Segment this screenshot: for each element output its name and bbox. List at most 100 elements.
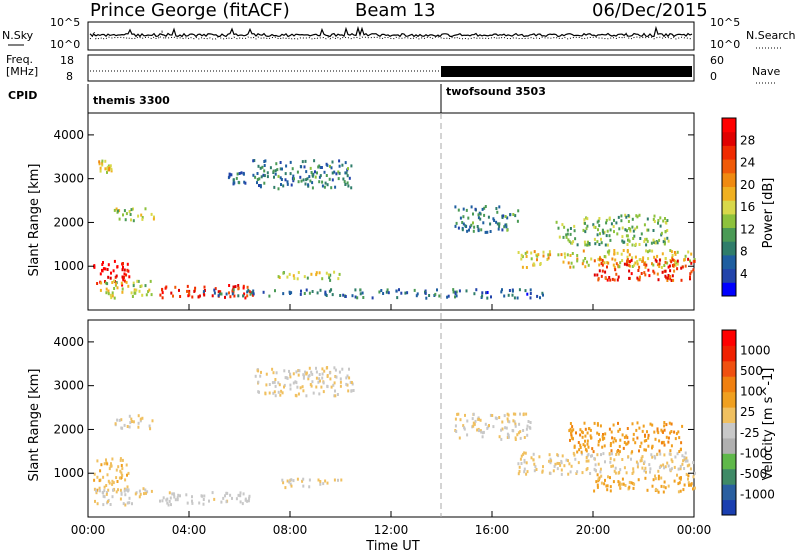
heatmap-cell <box>132 281 135 285</box>
heatmap-cell <box>232 288 235 292</box>
heatmap-cell <box>671 274 674 278</box>
heatmap-cell <box>186 501 189 505</box>
heatmap-cell <box>462 424 465 428</box>
heatmap-cell <box>557 226 560 230</box>
heatmap-cell <box>627 220 630 223</box>
heatmap-cell <box>101 159 104 163</box>
power-region-9 <box>342 288 441 300</box>
heatmap-cell <box>473 225 476 229</box>
heatmap-cell <box>281 167 283 171</box>
heatmap-cell <box>627 214 630 218</box>
heatmap-cell <box>161 291 164 295</box>
heatmap-cell <box>516 433 519 437</box>
heatmap-cell <box>202 498 205 501</box>
heatmap-cell <box>498 416 501 419</box>
heatmap-cell <box>322 482 325 486</box>
heatmap-cell <box>121 283 124 287</box>
heatmap-cell <box>188 289 191 293</box>
heatmap-cell <box>597 278 600 282</box>
heatmap-cell <box>615 272 618 276</box>
heatmap-cell <box>662 440 665 444</box>
heatmap-cell <box>664 260 667 264</box>
heatmap-cell <box>126 262 129 266</box>
heatmap-cell <box>522 429 525 432</box>
heatmap-cell <box>331 178 334 182</box>
heatmap-cell <box>609 228 612 232</box>
heatmap-cell <box>589 434 592 438</box>
heatmap-cell <box>315 376 318 380</box>
heatmap-cell <box>132 420 135 424</box>
heatmap-cell <box>466 433 469 437</box>
heatmap-cell <box>501 228 504 232</box>
heatmap-cell <box>130 417 133 421</box>
heatmap-cell <box>122 265 124 269</box>
heatmap-cell <box>323 369 326 373</box>
heatmap-cell <box>211 294 214 298</box>
heatmap-cell <box>609 444 612 448</box>
heatmap-cell <box>654 474 656 478</box>
heatmap-cell <box>652 269 655 273</box>
heatmap-cell <box>120 476 122 480</box>
heatmap-cell <box>276 168 279 172</box>
heatmap-cell <box>538 455 541 459</box>
heatmap-cell <box>137 414 140 418</box>
heatmap-cell <box>586 217 589 221</box>
heatmap-cell <box>626 250 629 254</box>
heatmap-cell <box>680 476 682 480</box>
heatmap-cell <box>319 166 322 169</box>
heatmap-cell <box>105 287 108 291</box>
heatmap-cell <box>290 291 293 295</box>
velocity-ylabel: Slant Range [km] <box>27 369 42 482</box>
colorbar-tick: -25 <box>740 426 760 440</box>
heatmap-cell <box>292 274 295 278</box>
heatmap-cell <box>330 186 333 190</box>
heatmap-cell <box>651 455 654 459</box>
heatmap-cell <box>549 457 552 461</box>
heatmap-cell <box>101 490 104 494</box>
heatmap-cell <box>669 249 672 252</box>
heatmap-cell <box>335 375 338 379</box>
heatmap-cell <box>534 465 537 469</box>
heatmap-cell <box>571 429 574 433</box>
heatmap-cell <box>683 458 686 461</box>
heatmap-cell <box>105 484 108 487</box>
heatmap-cell <box>311 290 314 293</box>
heatmap-cell <box>626 263 629 267</box>
heatmap-cell <box>617 429 620 433</box>
heatmap-cell <box>581 435 584 439</box>
heatmap-cell <box>584 439 586 443</box>
heatmap-cell <box>597 228 599 232</box>
colorbar-tick: 24 <box>740 156 755 170</box>
heatmap-cell <box>235 497 238 501</box>
heatmap-cell <box>596 423 599 427</box>
heatmap-cell <box>526 470 529 474</box>
heatmap-cell <box>126 268 129 272</box>
heatmap-cell <box>600 453 602 457</box>
heatmap-cell <box>569 427 572 431</box>
heatmap-cell <box>123 279 126 283</box>
heatmap-cell <box>498 205 501 209</box>
heatmap-cell <box>519 430 522 434</box>
heatmap-cell <box>571 241 574 245</box>
heatmap-cell <box>319 288 322 292</box>
heatmap-cell <box>639 275 641 279</box>
heatmap-cell <box>651 484 654 488</box>
heatmap-cell <box>113 279 116 283</box>
heatmap-cell <box>606 265 608 269</box>
heatmap-cell <box>676 452 679 456</box>
power-colorbar-label: Power [dB] <box>761 178 776 249</box>
heatmap-cell <box>533 462 536 466</box>
heatmap-cell <box>572 265 575 269</box>
heatmap-cell <box>636 262 639 266</box>
heatmap-cell <box>380 289 383 292</box>
heatmap-cell <box>109 503 112 506</box>
heatmap-cell <box>576 257 579 261</box>
heatmap-cell <box>125 280 128 284</box>
heatmap-cell <box>226 491 229 495</box>
heatmap-cell <box>617 421 619 425</box>
heatmap-cell <box>666 219 669 222</box>
heatmap-cell <box>507 413 510 417</box>
heatmap-cell <box>292 372 295 376</box>
power-region-11 <box>446 288 544 300</box>
